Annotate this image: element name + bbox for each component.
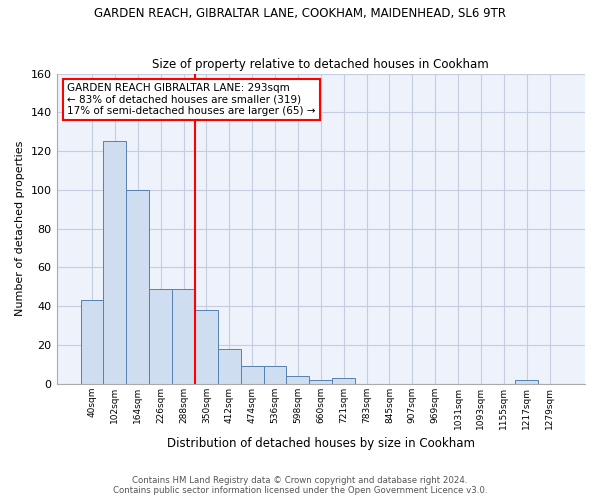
Bar — [149, 289, 172, 384]
Text: Contains HM Land Registry data © Crown copyright and database right 2024.
Contai: Contains HM Land Registry data © Crown c… — [113, 476, 487, 495]
Text: GARDEN REACH GIBRALTAR LANE: 293sqm
← 83% of detached houses are smaller (319)
1: GARDEN REACH GIBRALTAR LANE: 293sqm ← 83… — [67, 83, 316, 116]
Bar — [515, 380, 538, 384]
Text: GARDEN REACH, GIBRALTAR LANE, COOKHAM, MAIDENHEAD, SL6 9TR: GARDEN REACH, GIBRALTAR LANE, COOKHAM, M… — [94, 8, 506, 20]
Bar — [103, 142, 127, 384]
X-axis label: Distribution of detached houses by size in Cookham: Distribution of detached houses by size … — [167, 437, 475, 450]
Bar — [195, 310, 218, 384]
Bar — [127, 190, 149, 384]
Bar — [332, 378, 355, 384]
Bar — [172, 289, 195, 384]
Bar — [310, 380, 332, 384]
Bar — [80, 300, 103, 384]
Title: Size of property relative to detached houses in Cookham: Size of property relative to detached ho… — [152, 58, 489, 71]
Bar — [263, 366, 286, 384]
Bar — [218, 349, 241, 384]
Y-axis label: Number of detached properties: Number of detached properties — [15, 141, 25, 316]
Bar — [241, 366, 263, 384]
Bar — [286, 376, 310, 384]
